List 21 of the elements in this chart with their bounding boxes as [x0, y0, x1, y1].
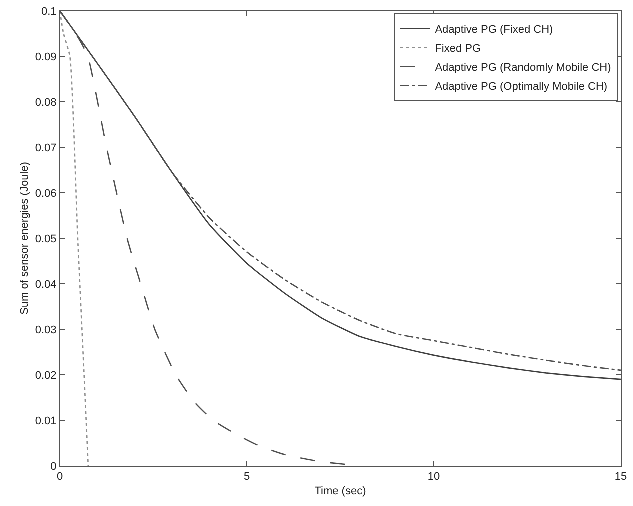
x-tick-label: 5	[244, 471, 250, 484]
legend-label: Fixed PG	[435, 43, 482, 56]
y-tick-label: 0.02	[35, 370, 57, 382]
y-tick-label: 0.03	[35, 324, 57, 336]
y-tick-label: 0.01	[35, 415, 57, 428]
x-tick-label: 10	[428, 471, 440, 484]
legend-label: Adaptive PG (Fixed CH)	[435, 24, 554, 36]
y-tick-label: 0.07	[35, 142, 57, 154]
y-tick-label: 0.08	[35, 96, 57, 109]
y-tick-label: 0.09	[35, 51, 57, 64]
y-tick-label: 0	[50, 460, 57, 473]
y-tick-label: 0.1	[42, 6, 57, 18]
x-axis-title: Time (sec)	[314, 485, 366, 498]
x-tick-label: 15	[614, 471, 628, 484]
y-tick-label: 0.04	[35, 278, 57, 291]
y-tick-label: 0.06	[35, 188, 57, 200]
y-tick-label: 0.05	[35, 233, 57, 246]
legend-label: Adaptive PG (Optimally Mobile CH)	[435, 81, 608, 94]
line-series	[60, 11, 90, 466]
legend-label: Adaptive PG (Randomly Mobile CH)	[435, 62, 612, 74]
y-axis-title: Sum of sensor energies (Joule)	[19, 162, 32, 315]
